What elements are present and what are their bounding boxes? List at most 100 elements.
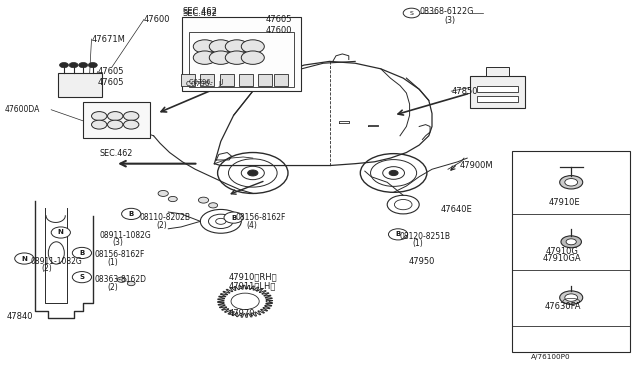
Circle shape (560, 291, 583, 304)
Text: 47910E: 47910E (548, 198, 580, 207)
Text: N: N (21, 256, 28, 262)
Text: 08911-1082G: 08911-1082G (31, 257, 83, 266)
Circle shape (79, 62, 88, 68)
Circle shape (92, 120, 107, 129)
Bar (470, 76, 525, 108)
Bar (220, 74, 234, 86)
Text: 47840: 47840 (6, 312, 33, 321)
Bar (239, 74, 253, 86)
Bar (182, 17, 301, 91)
Text: B: B (231, 215, 236, 221)
Circle shape (15, 253, 34, 264)
Bar (189, 32, 294, 87)
Circle shape (209, 203, 218, 208)
Circle shape (560, 176, 583, 189)
Text: A/76100P0: A/76100P0 (531, 354, 571, 360)
Circle shape (209, 40, 232, 53)
Text: SEC.462: SEC.462 (182, 9, 217, 17)
Bar (477, 86, 518, 92)
Circle shape (565, 294, 578, 301)
Text: 47910GA: 47910GA (543, 254, 581, 263)
Text: S: S (410, 10, 413, 16)
Text: B: B (79, 250, 84, 256)
Circle shape (193, 51, 216, 64)
Text: 47605: 47605 (98, 78, 124, 87)
Text: SEC.462: SEC.462 (182, 7, 217, 16)
Circle shape (127, 281, 135, 286)
Text: 08911-1082G: 08911-1082G (99, 231, 151, 240)
Circle shape (224, 212, 243, 223)
Circle shape (124, 120, 139, 129)
Text: 47850: 47850 (451, 87, 477, 96)
Circle shape (124, 112, 139, 121)
Text: (1): (1) (413, 239, 424, 248)
Text: 08368-6122G: 08368-6122G (419, 7, 474, 16)
Text: 47630FA: 47630FA (545, 302, 581, 311)
Text: 47600: 47600 (266, 26, 292, 35)
Text: 47605: 47605 (266, 15, 292, 24)
Bar (258, 74, 272, 86)
Circle shape (389, 170, 398, 176)
Circle shape (225, 40, 248, 53)
Text: 08120-8251B: 08120-8251B (400, 232, 451, 241)
Circle shape (241, 40, 264, 53)
Circle shape (108, 120, 123, 129)
Circle shape (193, 40, 216, 53)
Circle shape (108, 112, 123, 121)
Text: (2): (2) (42, 264, 52, 273)
Text: 47671M: 47671M (92, 35, 125, 44)
Text: (4): (4) (246, 221, 257, 230)
Circle shape (565, 179, 578, 186)
Text: (3): (3) (112, 238, 123, 247)
Circle shape (198, 197, 209, 203)
Text: (3): (3) (445, 16, 456, 25)
Text: B: B (396, 231, 401, 237)
Text: 47605: 47605 (98, 67, 124, 76)
Text: 47640E: 47640E (440, 205, 472, 214)
Text: 47911〈LH〉: 47911〈LH〉 (229, 281, 276, 290)
Text: 47600: 47600 (144, 15, 170, 24)
Text: 47970: 47970 (229, 309, 255, 318)
Circle shape (566, 239, 577, 245)
Text: N: N (58, 230, 64, 235)
Text: B: B (129, 211, 134, 217)
Bar (274, 74, 288, 86)
Circle shape (72, 247, 92, 259)
Text: 47600DA: 47600DA (5, 105, 40, 114)
Text: 08363-8162D: 08363-8162D (95, 275, 147, 284)
Bar (83, 102, 150, 138)
Circle shape (60, 62, 68, 68)
Text: 08156-8162F: 08156-8162F (95, 250, 145, 259)
Circle shape (209, 51, 232, 64)
Text: 47900M: 47900M (460, 161, 493, 170)
Circle shape (51, 227, 70, 238)
Circle shape (92, 112, 107, 121)
Text: 08110-8202B: 08110-8202B (140, 213, 191, 222)
Circle shape (225, 51, 248, 64)
Circle shape (122, 208, 141, 219)
Text: (2): (2) (108, 283, 118, 292)
Bar (58, 73, 102, 97)
Circle shape (88, 62, 97, 68)
Circle shape (72, 272, 92, 283)
Circle shape (158, 190, 168, 196)
Circle shape (561, 236, 582, 248)
Circle shape (117, 277, 126, 282)
Text: (1): (1) (108, 258, 118, 267)
Bar (512, 151, 630, 352)
Bar (181, 74, 195, 86)
Text: 47910〈RH〉: 47910〈RH〉 (229, 273, 278, 282)
Text: SEC.462: SEC.462 (99, 149, 132, 158)
Text: 47910G: 47910G (546, 247, 579, 256)
Circle shape (388, 229, 408, 240)
Circle shape (403, 8, 420, 18)
Text: S: S (79, 274, 84, 280)
Text: 08156-8162F: 08156-8162F (236, 213, 286, 222)
Circle shape (168, 196, 177, 202)
Circle shape (69, 62, 78, 68)
Text: C0796-   J: C0796- J (186, 81, 221, 87)
Bar (486, 67, 509, 76)
Bar (477, 96, 518, 102)
Circle shape (248, 170, 258, 176)
Text: (2): (2) (157, 221, 168, 230)
